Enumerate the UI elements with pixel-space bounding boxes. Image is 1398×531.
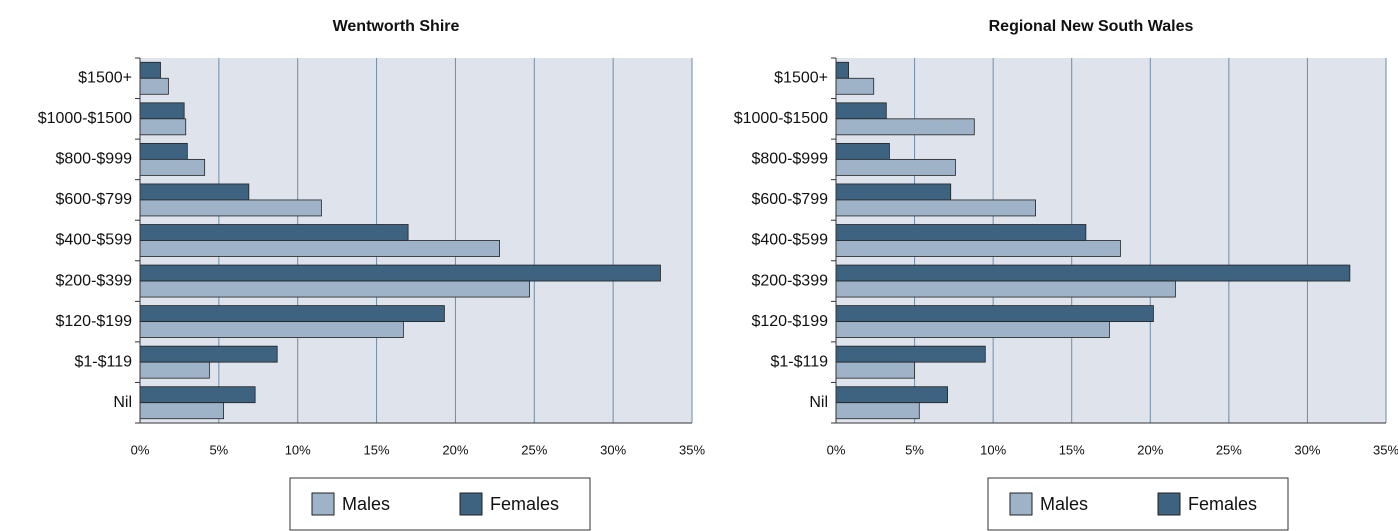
chart-title: Regional New South Wales bbox=[989, 18, 1194, 35]
bar bbox=[139, 240, 500, 257]
y-tick-label: $400-$599 bbox=[55, 232, 132, 249]
bar bbox=[139, 305, 445, 323]
bar bbox=[835, 158, 956, 176]
x-tick-label: 25% bbox=[521, 442, 547, 457]
bar bbox=[835, 402, 920, 420]
bar bbox=[835, 264, 1351, 282]
y-tick-label: $200-$399 bbox=[55, 272, 132, 289]
bar bbox=[835, 77, 875, 95]
legend bbox=[987, 477, 1289, 531]
y-tick-label: $800-$999 bbox=[55, 151, 132, 168]
bar bbox=[835, 321, 1110, 339]
y-tick-label: Nil bbox=[809, 394, 828, 411]
bar bbox=[139, 142, 188, 160]
bar bbox=[139, 386, 256, 404]
y-tick-label: $120-$199 bbox=[55, 313, 132, 330]
x-tick-label: 30% bbox=[600, 442, 626, 457]
y-tick-label: $1000-$1500 bbox=[734, 110, 828, 127]
bar bbox=[139, 158, 206, 176]
bar bbox=[139, 361, 210, 379]
x-tick-label: 10% bbox=[285, 442, 311, 457]
bar bbox=[139, 402, 224, 420]
x-tick-label: 35% bbox=[679, 442, 705, 457]
bar bbox=[835, 102, 887, 120]
legend-swatch bbox=[459, 492, 483, 516]
bar bbox=[835, 345, 986, 363]
y-tick-label: $200-$399 bbox=[751, 272, 828, 289]
legend-swatch bbox=[1009, 492, 1033, 516]
y-tick-label: $1500+ bbox=[774, 69, 828, 86]
legend-label: Females bbox=[490, 494, 559, 514]
x-tick-label: 20% bbox=[1137, 442, 1163, 457]
legend-swatch bbox=[1157, 492, 1181, 516]
bar bbox=[835, 305, 1154, 323]
x-tick-label: 30% bbox=[1294, 442, 1320, 457]
bar bbox=[835, 199, 1036, 217]
y-tick-label: $120-$199 bbox=[751, 313, 828, 330]
y-tick-label: $1000-$1500 bbox=[38, 110, 132, 127]
bar bbox=[835, 361, 915, 379]
bar bbox=[139, 102, 185, 120]
x-tick-label: 20% bbox=[442, 442, 468, 457]
x-tick-label: 0% bbox=[827, 442, 846, 457]
x-tick-label: 5% bbox=[905, 442, 924, 457]
x-tick-label: 5% bbox=[209, 442, 228, 457]
legend-label: Males bbox=[342, 494, 390, 514]
bar bbox=[139, 118, 187, 136]
bar bbox=[835, 142, 890, 160]
bar bbox=[835, 386, 948, 404]
bar bbox=[139, 224, 409, 241]
x-tick-label: 15% bbox=[1059, 442, 1085, 457]
x-tick-label: 10% bbox=[980, 442, 1006, 457]
bar bbox=[139, 183, 250, 201]
bar bbox=[139, 61, 161, 79]
bar bbox=[835, 224, 1087, 241]
legend-label: Females bbox=[1188, 494, 1257, 514]
legend bbox=[289, 477, 591, 531]
y-tick-label: $400-$599 bbox=[751, 232, 828, 249]
chart-title: Wentworth Shire bbox=[333, 18, 460, 35]
x-tick-label: 15% bbox=[364, 442, 390, 457]
y-tick-label: $600-$799 bbox=[751, 191, 828, 208]
x-tick-label: 35% bbox=[1373, 442, 1398, 457]
x-tick-label: 0% bbox=[131, 442, 150, 457]
bar bbox=[139, 77, 169, 95]
y-tick-label: $1-$119 bbox=[770, 353, 828, 370]
legend-label: Males bbox=[1040, 494, 1088, 514]
bar bbox=[139, 321, 404, 339]
bar bbox=[139, 345, 278, 363]
y-tick-label: $600-$799 bbox=[55, 191, 132, 208]
bar bbox=[835, 118, 975, 136]
y-tick-label: $1-$119 bbox=[74, 353, 132, 370]
y-tick-label: $800-$999 bbox=[751, 151, 828, 168]
bar bbox=[139, 280, 530, 298]
bar bbox=[139, 264, 661, 282]
bar bbox=[835, 61, 849, 79]
bar bbox=[835, 280, 1176, 298]
bar bbox=[835, 183, 952, 201]
bar bbox=[139, 199, 322, 217]
x-tick-label: 25% bbox=[1216, 442, 1242, 457]
y-tick-label: $1500+ bbox=[78, 69, 132, 86]
y-tick-label: Nil bbox=[113, 394, 132, 411]
bar bbox=[835, 240, 1121, 257]
legend-swatch bbox=[311, 492, 335, 516]
